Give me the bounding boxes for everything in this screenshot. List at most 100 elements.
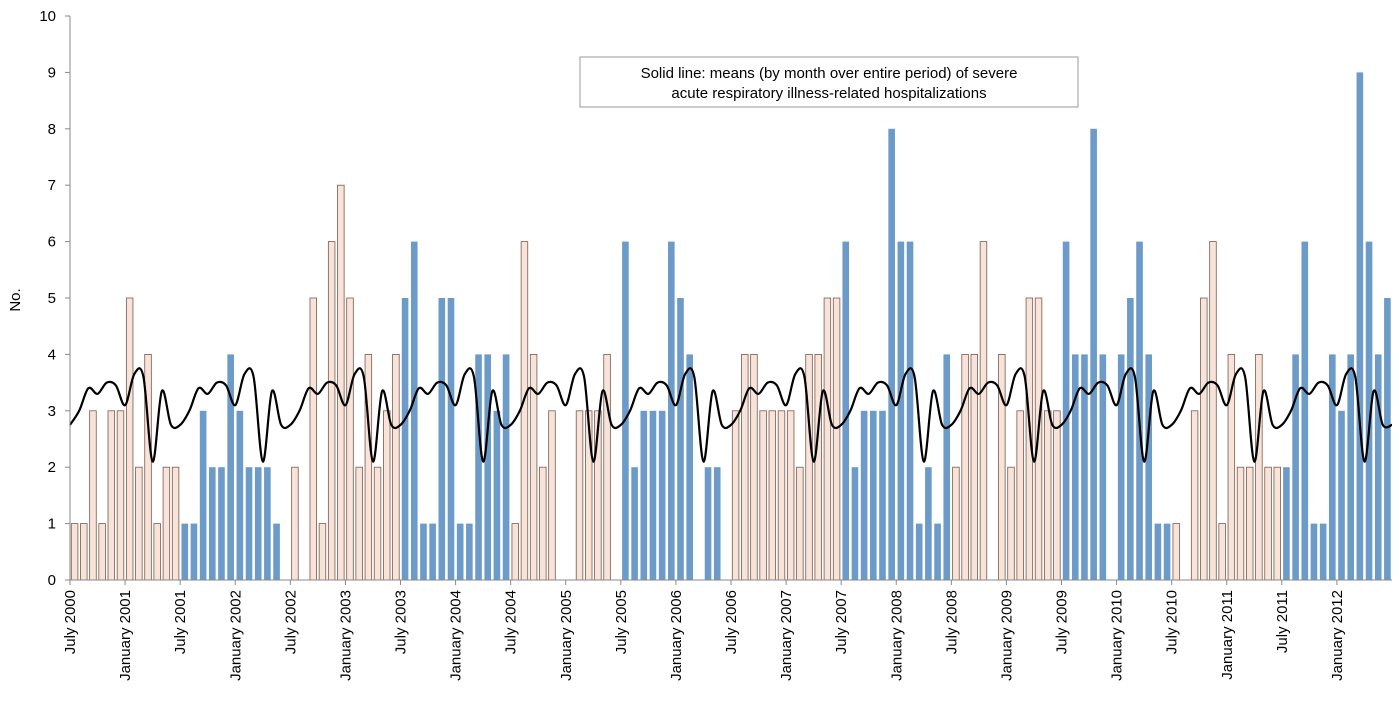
x-tick-label: July 2007 xyxy=(833,590,850,654)
bar xyxy=(1384,298,1391,580)
x-tick-label: July 2010 xyxy=(1164,590,1181,654)
bar xyxy=(520,241,529,581)
y-tick-label: 1 xyxy=(48,516,56,533)
bar xyxy=(832,297,841,581)
y-tick-label: 0 xyxy=(48,572,56,589)
bar xyxy=(603,353,611,581)
bar xyxy=(1365,241,1373,580)
x-tick-label: January 2011 xyxy=(1219,590,1236,680)
bar xyxy=(199,410,207,580)
x-tick-label: January 2004 xyxy=(448,590,465,681)
x-tick-label: January 2005 xyxy=(558,590,575,681)
bar xyxy=(1099,354,1107,580)
bar xyxy=(171,466,180,581)
x-tick-label: July 2003 xyxy=(393,590,410,654)
bar xyxy=(1117,354,1125,580)
bar xyxy=(1255,353,1263,581)
bar xyxy=(135,466,143,581)
bar xyxy=(1007,466,1015,581)
bar xyxy=(1273,466,1281,581)
bar xyxy=(327,241,336,581)
bar xyxy=(70,523,79,581)
bar xyxy=(677,298,684,580)
y-tick-label: 7 xyxy=(48,177,56,194)
bar xyxy=(264,467,271,580)
x-tick-label: January 2010 xyxy=(1109,590,1126,681)
bar xyxy=(842,241,850,580)
bar xyxy=(254,467,262,580)
bar xyxy=(153,523,161,581)
bar xyxy=(107,410,116,581)
bar xyxy=(631,467,638,580)
bar xyxy=(1319,523,1327,580)
bar xyxy=(851,467,859,580)
annotation-box: Solid line: means (by month over entire … xyxy=(579,56,1079,108)
bar xyxy=(355,466,363,581)
bar xyxy=(1062,241,1070,580)
bar xyxy=(622,241,629,580)
bar xyxy=(181,523,189,580)
bar xyxy=(456,523,464,580)
bar xyxy=(1264,466,1272,581)
y-tick-label: 9 xyxy=(48,64,56,81)
bar xyxy=(1347,354,1354,580)
x-tick-label: July 2005 xyxy=(613,590,630,654)
bar xyxy=(915,523,923,580)
bar xyxy=(979,241,988,581)
bar xyxy=(1310,523,1318,580)
bar xyxy=(466,523,473,580)
x-tick-label: January 2003 xyxy=(337,590,354,681)
bar xyxy=(906,241,914,580)
bar xyxy=(952,466,960,581)
bar xyxy=(125,297,134,581)
bar xyxy=(1016,410,1024,581)
bar xyxy=(373,466,382,581)
x-tick-label: July 2009 xyxy=(1054,590,1071,654)
bar xyxy=(208,467,216,580)
x-tick-label: July 2000 xyxy=(62,590,79,654)
bar xyxy=(291,466,299,581)
bar xyxy=(1283,467,1290,580)
bar xyxy=(934,523,941,580)
bar xyxy=(227,354,234,580)
bar xyxy=(777,410,786,581)
y-tick-label: 4 xyxy=(48,346,56,363)
bar xyxy=(273,523,280,580)
bar xyxy=(420,523,427,580)
bar xyxy=(1154,523,1162,580)
bar xyxy=(823,297,832,581)
bar xyxy=(410,241,418,580)
x-tick-label: January 2009 xyxy=(998,590,1015,681)
bar xyxy=(1200,297,1208,581)
bar xyxy=(786,410,795,581)
bar xyxy=(658,410,666,580)
bar xyxy=(236,410,244,580)
bar xyxy=(401,298,409,580)
bar xyxy=(1081,354,1088,580)
bar xyxy=(89,410,97,581)
y-tick-label: 10 xyxy=(39,8,56,25)
bar xyxy=(493,410,501,580)
x-tick-label: January 2002 xyxy=(227,590,244,681)
bar xyxy=(649,410,657,580)
bar xyxy=(1236,466,1245,581)
bar xyxy=(768,410,777,581)
x-tick-label: July 2008 xyxy=(943,590,960,654)
x-tick-label: July 2004 xyxy=(503,590,520,654)
bar xyxy=(383,410,391,581)
bar xyxy=(429,523,436,580)
bar xyxy=(1190,410,1199,581)
bar xyxy=(98,523,106,581)
bar xyxy=(438,298,446,580)
bar xyxy=(1044,410,1052,581)
bar xyxy=(741,353,749,581)
bar xyxy=(1301,241,1309,580)
bar xyxy=(1127,298,1134,580)
bar xyxy=(1356,72,1364,581)
bar xyxy=(218,467,225,580)
bar xyxy=(1246,466,1254,581)
bar xyxy=(245,467,253,580)
bar xyxy=(1374,354,1382,580)
bar xyxy=(548,410,556,581)
